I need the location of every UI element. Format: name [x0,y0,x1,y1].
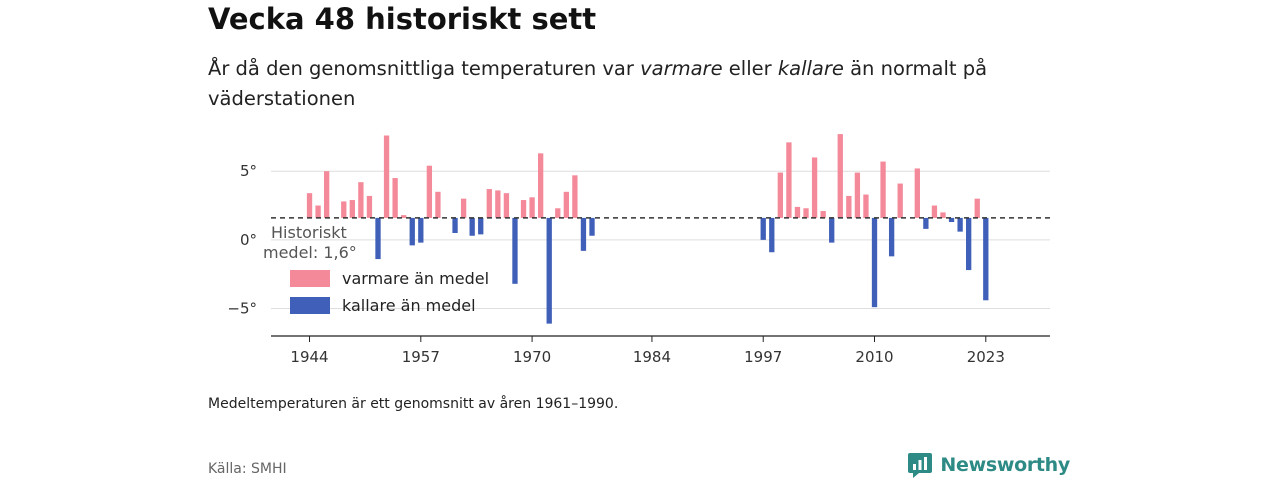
x-tick-label: 1997 [744,348,782,366]
x-tick-label: 1984 [633,348,671,366]
bar-cold [760,217,766,240]
bar-cold [452,217,458,233]
bar-warm [315,205,321,218]
bar-warm [503,193,510,218]
brand-name: Newsworthy [940,454,1070,476]
bar-warm [366,195,373,218]
bar-warm [786,142,792,218]
bar-warm [349,200,355,218]
bar-cold [589,217,595,236]
bars [306,134,989,324]
bar-cold [888,217,895,257]
bar-warm [880,161,886,218]
x-tick-label: 2010 [855,348,893,366]
bar-warm [358,182,364,218]
x-tick-label: 1957 [402,348,440,366]
x-tick-label: 1970 [513,348,551,366]
footnote: Medeltemperaturen är ett genomsnitt av å… [208,396,619,412]
bar-cold [580,217,587,251]
bar-warm [495,190,501,218]
x-axis: 1944 1957 1970 1984 1997 2010 2023 [271,335,1050,366]
bar-warm [435,191,441,218]
bar-warm [803,208,809,218]
bar-cold [546,217,552,324]
bar-warm [572,175,578,218]
brand-logo[interactable]: Newsworthy [907,451,1070,479]
bar-warm [863,194,869,218]
bar-cold [418,217,424,243]
bar-warm [811,157,818,218]
bar-warm [341,201,347,218]
bar-warm [931,205,938,218]
bar-cold [512,217,518,284]
legend-label-warm[interactable]: varmare än medel [342,269,489,288]
bar-cold [966,217,972,271]
y-axis-ticks: 5° 0° −5° [227,162,257,317]
bar-warm [914,168,920,218]
bar-warm [837,134,843,218]
y-tick-label: −5° [227,300,257,318]
bar-warm [563,191,569,218]
bar-warm [846,195,852,218]
bar-warm [794,206,801,218]
bar-warm [486,189,492,218]
bar-warm [897,183,903,218]
bar-cold [948,217,955,223]
bar-warm [383,135,390,218]
subtitle-cold: kallare [777,57,844,80]
bar-warm [306,193,313,218]
bar-cold [469,217,475,236]
legend: varmare än medel kallare än medel [290,269,489,315]
chart-subtitle: År då den genomsnittliga temperaturen va… [208,54,1028,114]
bar-cold [478,217,484,235]
bar-cold [375,217,381,260]
bar-warm [426,165,433,218]
bar-cold [983,217,989,301]
legend-swatch-warm[interactable] [290,270,330,287]
bar-warm [940,212,946,218]
bar-cold [769,217,775,253]
gridlines [271,170,1050,310]
x-tick-label: 2023 [967,348,1005,366]
y-tick-label: 0° [240,231,257,249]
bar-warm [392,178,398,218]
bar-cold [829,217,835,243]
bar-warm [529,197,535,218]
subtitle-text-1: År då den genomsnittliga temperaturen va… [208,57,641,80]
legend-swatch-cold[interactable] [290,297,330,314]
mean-label-line2: medel: 1,6° [263,243,357,262]
newsworthy-logo-icon [908,453,933,478]
bar-warm [323,171,330,218]
bar-cold [409,217,415,246]
legend-label-cold[interactable]: kallare än medel [342,296,476,315]
subtitle-text-2: eller [722,57,778,80]
bar-warm [777,172,783,218]
subtitle-warm: varmare [640,57,723,80]
bar-warm [520,200,527,218]
mean-label-line1: Historiskt [271,223,347,242]
source-text: Källa: SMHI [208,461,287,477]
bar-warm [401,215,407,218]
bar-cold [871,217,878,308]
bar-cold [923,217,929,229]
bar-warm [974,198,980,218]
chart-card: Vecka 48 historiskt sett År då den genom… [208,0,1070,480]
subtitle-text-3: än normalt på väderstationen [208,57,988,110]
bar-warm [854,172,861,218]
bar-warm [555,208,561,218]
bar-cold [957,217,963,232]
y-tick-label: 5° [240,162,257,180]
bar-warm [820,211,826,218]
chart-title: Vecka 48 historiskt sett [208,2,597,36]
bar-warm [460,198,467,218]
bar-warm [538,153,544,218]
x-tick-label: 1944 [290,348,328,366]
